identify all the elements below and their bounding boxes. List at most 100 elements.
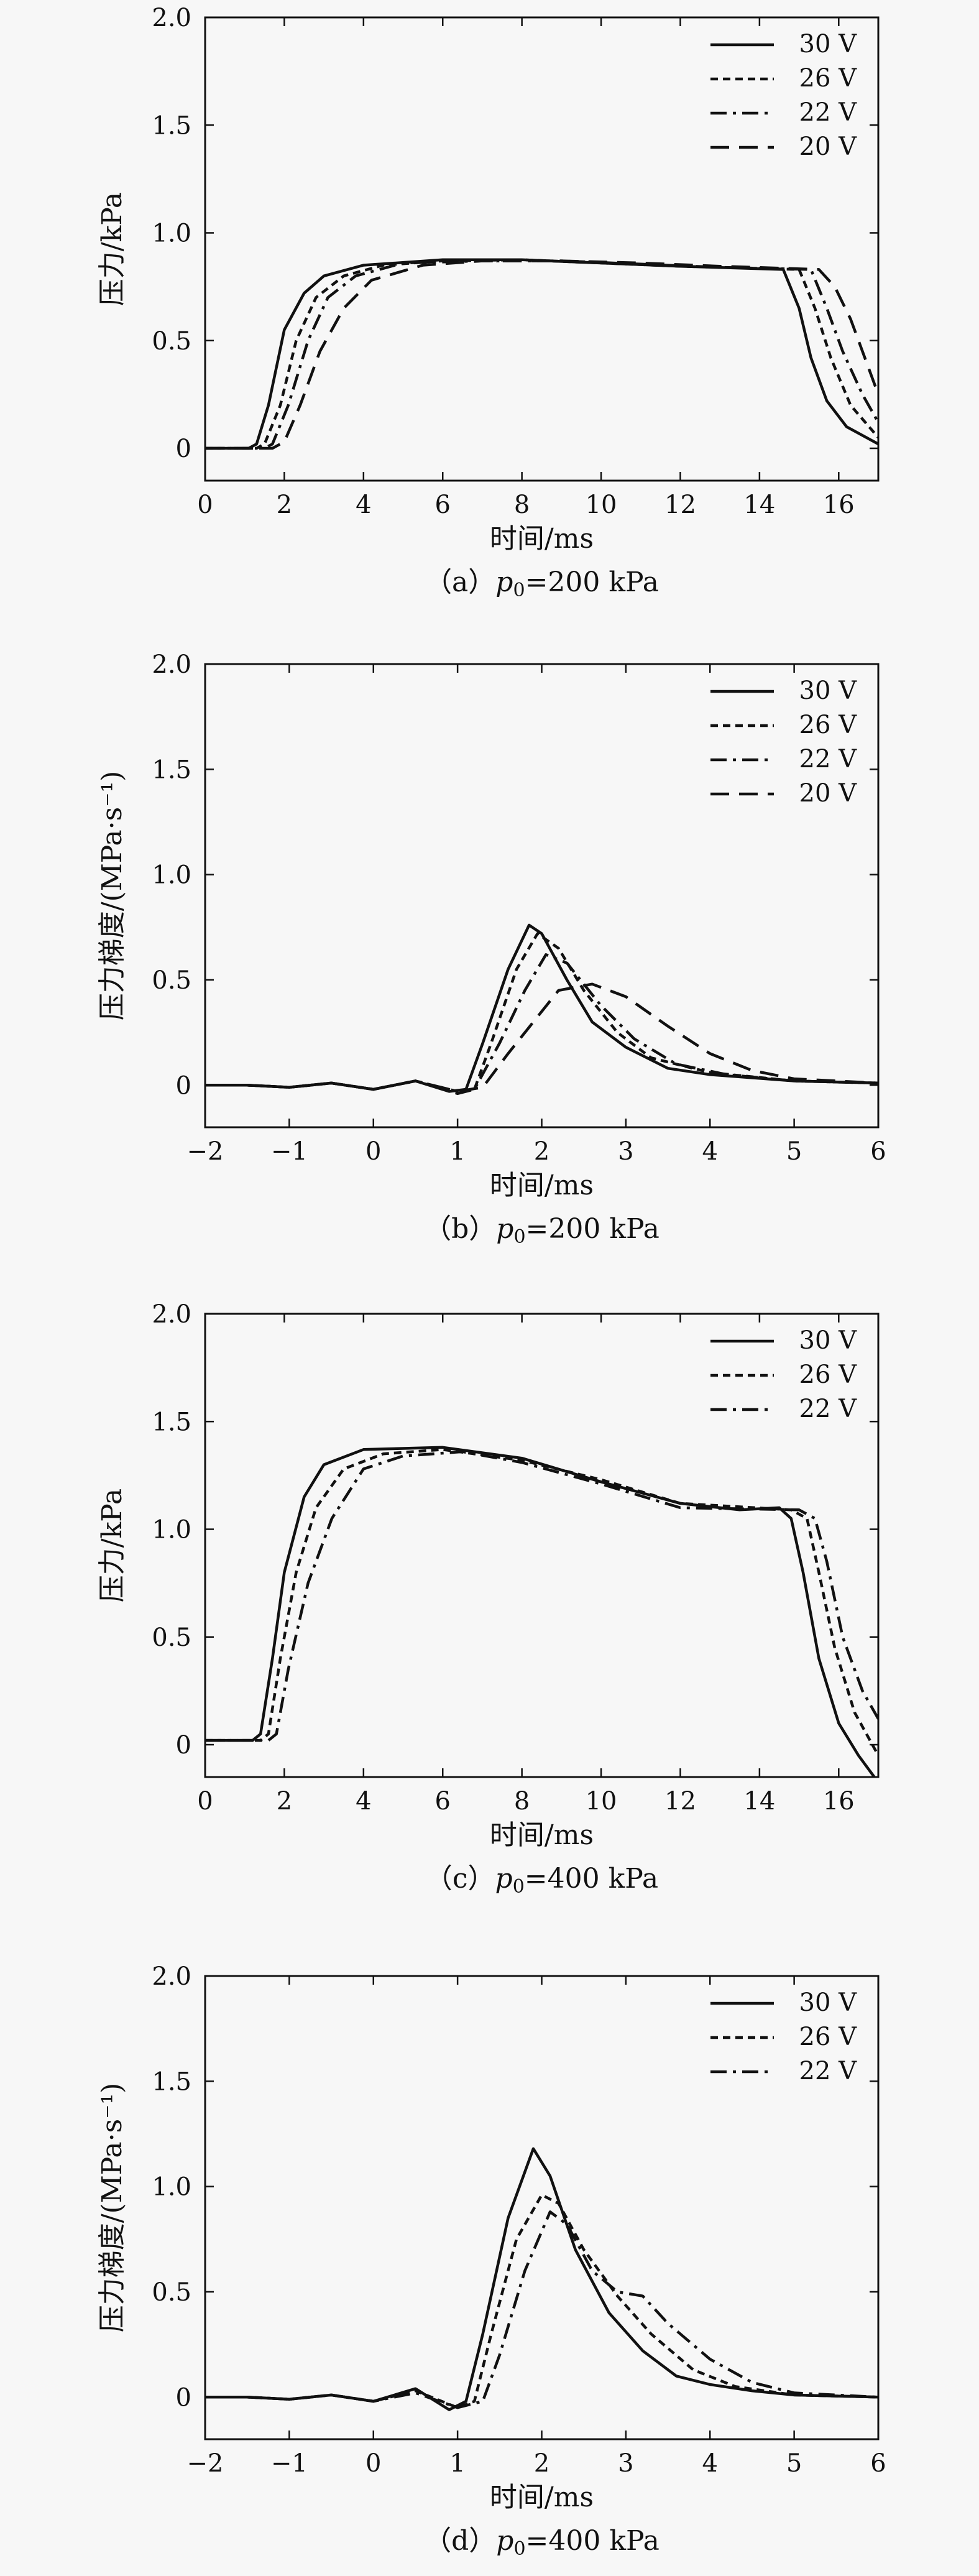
x-tick-label: 16 [823, 491, 855, 519]
panel-d: −2 −1 0 1 2 3 4 5 6 0 0.5 1.0 1.5 2.0 时间/ms 压力梯度/(MPa·s… [96, 1962, 886, 2560]
y-tick-label: 0.5 [152, 1623, 191, 1652]
x-tick-label: 5 [786, 2449, 802, 2478]
x-axis-label: 时间/ms [490, 2481, 594, 2513]
x-tick-label: 0 [365, 1137, 381, 1166]
x-tick-label: 10 [586, 491, 617, 519]
legend-label: 30 V [799, 1326, 858, 1355]
x-tick-label: 14 [743, 1787, 775, 1816]
series-line-30v [205, 1446, 876, 1777]
x-tick-label: 5 [786, 1137, 802, 1166]
x-tick-label: 3 [618, 1137, 633, 1166]
series-line-20v [205, 259, 878, 450]
x-tick-label: 12 [664, 1787, 696, 1816]
y-tick-label: 1.5 [152, 111, 191, 140]
x-tick-label: 0 [197, 491, 213, 519]
x-tick-label: −2 [187, 2449, 224, 2478]
series-line-22v [205, 1450, 878, 1742]
x-tick-label: 1 [449, 1137, 465, 1166]
y-tick-label: 0.5 [152, 2278, 191, 2307]
legend-label: 22 V [799, 745, 858, 773]
panel-caption: （c）p0=400 kPa [425, 1863, 658, 1898]
series-line-26v [205, 258, 878, 450]
legend-label: 26 V [799, 64, 858, 93]
x-tick-label: 12 [664, 491, 696, 519]
x-tick-label: 2 [277, 491, 292, 519]
x-tick-label: 16 [823, 1787, 855, 1816]
x-tick-label: 4 [356, 1787, 371, 1816]
series-line-30v [205, 2147, 878, 2411]
x-tick-label: −1 [271, 1137, 308, 1166]
y-tick-label: 0.5 [152, 966, 191, 995]
panel-caption: （b）p0=200 kPa [424, 1213, 660, 1248]
x-tick-label: 8 [514, 1787, 530, 1816]
plot-frame [204, 1975, 880, 2440]
y-tick-label: 2.0 [152, 1300, 191, 1329]
x-axis-label: 时间/ms [490, 1170, 594, 1201]
series-line-22v [205, 953, 878, 1096]
y-tick-label: 1.5 [152, 1408, 191, 1436]
y-axis-label: 压力/kPa [96, 192, 128, 306]
x-tick-label: 4 [702, 1137, 718, 1166]
legend-label: 30 V [799, 676, 858, 705]
x-tick-label: 3 [618, 2449, 633, 2478]
x-tick-label: 6 [435, 1787, 451, 1816]
legend-label: 30 V [799, 30, 858, 58]
plot-frame [204, 663, 880, 1129]
y-tick-label: 0 [176, 1071, 191, 1100]
y-tick-label: 1.5 [152, 2067, 191, 2096]
series-line-26v [205, 2193, 878, 2409]
legend-label: 20 V [799, 779, 858, 808]
x-tick-label: 2 [534, 2449, 549, 2478]
panel-c: 0 2 4 6 8 10 12 14 16 0 0.5 1.0 1.5 2.0 时间/ms 压力/kPa （c）… [96, 1300, 880, 1898]
y-axis-label: 压力梯度/(MPa·s⁻¹) [96, 771, 128, 1021]
x-tick-label: 0 [365, 2449, 381, 2478]
y-tick-label: 0.5 [152, 327, 191, 356]
plot-frame [204, 16, 880, 482]
y-tick-label: 2.0 [152, 1962, 191, 1991]
series-line-30v [205, 258, 878, 450]
legend-label: 22 V [799, 98, 858, 127]
panel-a: 0 2 4 6 8 10 12 14 16 0 0.5 1.0 1.5 2.0 时间/ms 压力/kPa （a）… [96, 4, 880, 601]
y-tick-label: 1.0 [152, 219, 191, 248]
x-axis-label: 时间/ms [490, 523, 594, 555]
legend-label: 22 V [799, 1395, 858, 1423]
legend-label: 22 V [799, 2057, 858, 2085]
legend-label: 26 V [799, 1360, 858, 1389]
x-tick-label: 6 [870, 2449, 886, 2478]
y-tick-label: 1.5 [152, 755, 191, 784]
series-line-20v [205, 982, 878, 1093]
legend-label: 30 V [799, 1988, 858, 2017]
series-line-22v [205, 259, 878, 450]
y-tick-label: 0 [176, 1731, 191, 1760]
x-tick-label: 0 [197, 1787, 213, 1816]
y-tick-label: 2.0 [152, 4, 191, 32]
x-tick-label: 6 [435, 491, 451, 519]
plot-frame [204, 1313, 880, 1778]
y-tick-label: 2.0 [152, 650, 191, 679]
y-axis-label: 压力/kPa [96, 1489, 128, 1602]
x-tick-label: 2 [277, 1787, 292, 1816]
legend-label: 20 V [799, 132, 858, 161]
x-tick-label: 8 [514, 491, 530, 519]
x-tick-label: 2 [534, 1137, 549, 1166]
legend-label: 26 V [799, 711, 858, 739]
panel-b: −2 −1 0 1 2 3 4 5 6 0 0.5 1.0 1.5 2.0 时间/ms 压力梯度/(MPa·s… [96, 650, 886, 1248]
panel-caption: （d）p0=400 kPa [424, 2525, 660, 2560]
series-line-30v [205, 923, 878, 1093]
y-tick-label: 0 [176, 2383, 191, 2412]
x-tick-label: 4 [356, 491, 371, 519]
legend-label: 26 V [799, 2023, 858, 2051]
y-axis-label: 压力梯度/(MPa·s⁻¹) [96, 2083, 128, 2333]
x-tick-label: 1 [449, 2449, 465, 2478]
y-tick-label: 0 [176, 435, 191, 463]
y-tick-label: 1.0 [152, 2173, 191, 2202]
y-tick-label: 1.0 [152, 861, 191, 890]
x-tick-label: 10 [586, 1787, 617, 1816]
series-line-22v [205, 2210, 878, 2409]
y-tick-label: 1.0 [152, 1516, 191, 1544]
x-tick-label: −1 [271, 2449, 308, 2478]
x-tick-label: −2 [187, 1137, 224, 1166]
panel-caption: （a）p0=200 kPa [425, 566, 659, 601]
x-tick-label: 6 [870, 1137, 886, 1166]
